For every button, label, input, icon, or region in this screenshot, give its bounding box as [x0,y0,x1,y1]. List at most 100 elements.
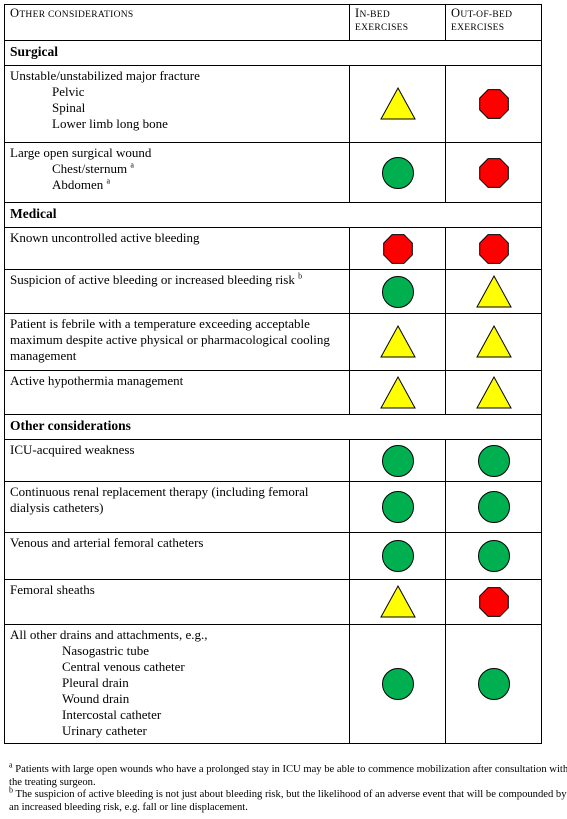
consideration-text: ICU-acquired weakness [10,442,135,457]
safe-circle-icon [477,491,510,523]
consideration-text: Femoral sheaths [10,582,95,597]
safe-circle-icon [477,668,510,700]
consideration-label: Known uncontrolled active bleeding [4,227,350,270]
safe-circle-icon [381,540,414,572]
table-row: All other drains and attachments, e.g., N… [4,624,542,744]
consideration-label: Active hypothermia management [4,370,350,415]
table-row: Patient is febrile with a temperature ex… [4,313,542,371]
section-title: Surgical [4,40,542,66]
table-row: Continuous renal replacement therapy (in… [4,481,542,533]
table-row: ICU-acquired weakness [4,439,542,482]
stop-octagon-icon [478,587,509,617]
section-header-row: Surgical [4,40,542,66]
stop-octagon-icon [478,157,509,188]
out-of-bed-cell [445,227,542,270]
consideration-subitem: Lower limb long bone [10,116,345,132]
header-in-bed-exercises: In-bed exercises [349,4,446,41]
stop-octagon-icon [478,233,509,264]
out-of-bed-cell [445,65,542,143]
consideration-subitem: Nasogastric tube [10,643,345,659]
consideration-label: ICU-acquired weakness [4,439,350,482]
header-col2-initial: I [355,6,360,20]
stop-octagon-icon [478,89,509,119]
caution-triangle-icon [379,324,416,358]
table-row: Known uncontrolled active bleeding [4,227,542,270]
footnote-b: b The suspicion of active bleeding is no… [9,785,567,814]
in-bed-cell [349,142,446,203]
header-col3-initial: O [451,6,461,20]
safe-circle-icon [381,668,414,700]
table-row: Suspicion of active bleeding or increase… [4,269,542,314]
safe-circle-icon [477,444,510,477]
consideration-label: Patient is febrile with a temperature ex… [4,313,350,371]
subitem-text: Wound drain [62,691,130,706]
subitem-text: Spinal [52,100,86,115]
table-row: Unstable/unstabilized major fracture Pelv… [4,65,542,143]
footnote-marker: b [298,271,303,281]
subitem-text: Lower limb long bone [52,116,168,131]
safe-circle-icon [381,156,414,189]
consideration-text: Active hypothermia management [10,373,184,388]
consideration-label: Suspicion of active bleeding or increase… [4,269,350,314]
table-row: Femoral sheaths [4,579,542,625]
table-row: Venous and arterial femoral catheters [4,532,542,580]
out-of-bed-cell [445,439,542,482]
subitem-text: Nasogastric tube [62,643,150,658]
consideration-subitem: Chest/sternum a [10,161,345,177]
footnote-a-text: Patients with large open wounds who have… [9,764,567,788]
caution-triangle-icon [475,274,512,307]
out-of-bed-cell [445,142,542,203]
section-title: Other considerations [4,414,542,440]
out-of-bed-cell [445,532,542,580]
subitem-text: Urinary catheter [62,723,147,738]
consideration-subitem: Central venous catheter [10,659,345,675]
consideration-label: Venous and arterial femoral catheters [4,532,350,580]
subitem-text: Abdomen [52,177,104,192]
considerations-table-document: Other considerations In-bed exercises Ou… [4,4,567,813]
consideration-text: Unstable/unstabilized major fracture [10,68,200,83]
caution-triangle-icon [475,375,512,408]
section-header-row: Other considerations [4,414,542,440]
consideration-text: Patient is febrile with a temperature ex… [10,316,330,363]
header-out-of-bed-exercises: Out-of-bed exercises [445,4,542,41]
header-col2-line1: n-bed [359,10,390,20]
in-bed-cell [349,65,446,143]
out-of-bed-cell [445,313,542,371]
subitem-text: Pelvic [52,84,85,99]
consideration-subitem: Wound drain [10,691,345,707]
consideration-text: Suspicion of active bleeding or increase… [10,272,295,287]
consideration-text: Large open surgical wound [10,145,152,160]
subitem-text: Intercostal catheter [62,707,162,722]
in-bed-cell [349,481,446,533]
consideration-text: Continuous renal replacement therapy (in… [10,484,309,515]
safe-circle-icon [381,444,414,477]
stop-octagon-icon [382,233,413,264]
header-other-considerations: Other considerations [4,4,350,41]
subitem-text: Pleural drain [62,675,129,690]
subitem-text: Chest/sternum [52,161,128,176]
out-of-bed-cell [445,269,542,314]
in-bed-cell [349,532,446,580]
table-row: Active hypothermia management [4,370,542,415]
in-bed-cell [349,227,446,270]
header-col1-initial: O [10,6,20,20]
footnote-marker: a [106,176,111,186]
section-header-row: Medical [4,202,542,228]
out-of-bed-cell [445,481,542,533]
footnote-a: a Patients with large open wounds who ha… [9,761,567,789]
footnote-marker: a [130,160,134,170]
consideration-subitem: Intercostal catheter [10,707,345,723]
table-header-row: Other considerations In-bed exercises Ou… [4,4,542,41]
consideration-text: All other drains and attachments, e.g., [10,627,208,642]
consideration-text: Venous and arterial femoral catheters [10,535,204,550]
safe-circle-icon [381,491,414,523]
consideration-subitem: Abdomen a [10,177,345,193]
footnote-b-text: The suspicion of active bleeding is not … [9,789,567,813]
table-body: Surgical Unstable/unstabilized major frac… [4,40,542,744]
header-col2-line2: exercises [355,23,409,33]
caution-triangle-icon [379,86,416,120]
footnote-b-mark: b [9,785,13,795]
header-col3-line2: exercises [451,23,505,33]
table-row: Large open surgical wound Chest/sternum a… [4,142,542,203]
consideration-label: Continuous renal replacement therapy (in… [4,481,350,533]
